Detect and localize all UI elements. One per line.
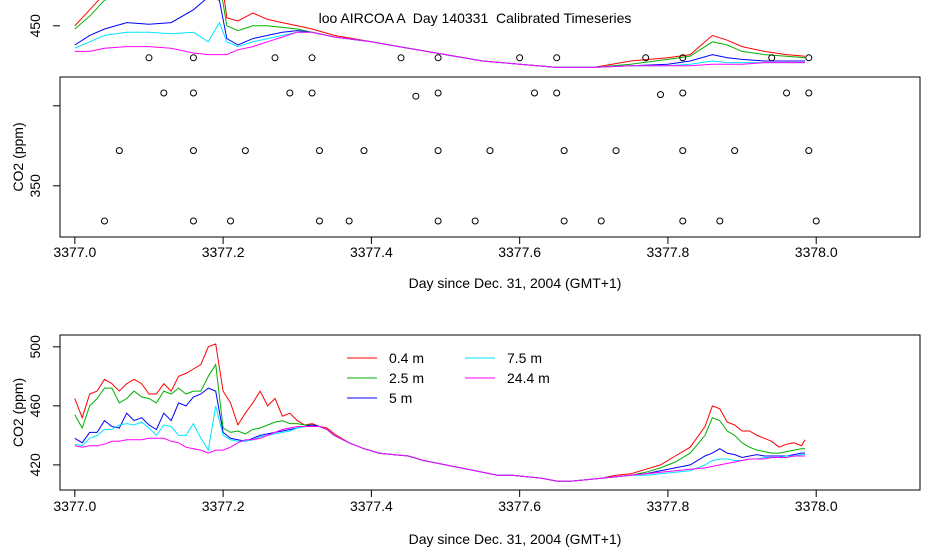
flag-point — [679, 54, 687, 62]
flag-point — [308, 89, 316, 97]
flag-point — [115, 147, 123, 155]
flag-point — [189, 217, 197, 225]
flag-point — [486, 147, 494, 155]
flag-point — [308, 54, 316, 62]
flag-point — [100, 217, 108, 225]
flag-point — [560, 217, 568, 225]
series-line-24-4-m — [74, 426, 806, 482]
flag-point — [434, 217, 442, 225]
legend-label: 2.5 m — [389, 370, 424, 386]
flag-point — [657, 91, 665, 99]
flag-point — [731, 147, 739, 155]
x-tick-label: 3377.2 — [202, 244, 245, 260]
x-tick-label: 3377.4 — [350, 498, 393, 514]
x-tick-label: 3378.0 — [795, 244, 838, 260]
flag-point — [434, 89, 442, 97]
flag-point — [530, 89, 538, 97]
flag-point — [805, 54, 813, 62]
flag-point — [397, 54, 405, 62]
flag-point — [241, 147, 249, 155]
series-line-7-5-m — [74, 405, 806, 482]
flag-point — [716, 217, 724, 225]
y-tick-label: 450 — [27, 14, 43, 38]
flag-point — [783, 89, 791, 97]
chart-panel-1: 3377.0 3377.2 3377.4 3377.6 3377.8 3378.0 Day … — [10, 0, 921, 291]
flag-point — [315, 217, 323, 225]
series-line-5-m — [74, 0, 806, 68]
x-tick-label: 3377.0 — [53, 244, 96, 260]
chart-panel-2: 3377.0 3377.2 3377.4 3377.6 3377.8 3378.0 Day … — [10, 334, 921, 547]
flag-point — [471, 217, 479, 225]
flag-point — [805, 147, 813, 155]
flag-point — [315, 147, 323, 155]
x-axis-label: Day since Dec. 31, 2004 (GMT+1) — [409, 275, 622, 291]
flag-point — [412, 92, 420, 100]
y-axis-label: CO2 (ppm) — [10, 378, 26, 447]
y-axis-label: CO2 (ppm) — [10, 122, 26, 191]
plot-frame — [59, 76, 921, 238]
series-line-0-4-m — [74, 343, 806, 482]
x-tick-label: 3377.4 — [350, 244, 393, 260]
flag-point — [286, 89, 294, 97]
flag-point — [553, 89, 561, 97]
legend-label: 24.4 m — [507, 370, 550, 386]
series-line-2-5-m — [74, 0, 806, 68]
legend-label: 7.5 m — [507, 350, 542, 366]
flag-point — [612, 147, 620, 155]
y-tick-label: 460 — [27, 394, 43, 418]
flag-point — [434, 147, 442, 155]
series-line-24-4-m — [74, 31, 806, 68]
flag-point — [679, 217, 687, 225]
flag-point — [553, 54, 561, 62]
flag-point — [227, 217, 235, 225]
x-tick-label: 3377.6 — [498, 498, 541, 514]
x-tick-label: 3377.0 — [53, 498, 96, 514]
flag-point — [679, 89, 687, 97]
flag-point — [597, 217, 605, 225]
x-axis-label: Day since Dec. 31, 2004 (GMT+1) — [409, 531, 622, 547]
legend-label: 0.4 m — [389, 350, 424, 366]
x-tick-label: 3377.8 — [647, 244, 690, 260]
x-tick-label: 3377.2 — [202, 498, 245, 514]
flag-point — [160, 89, 168, 97]
flag-point — [145, 54, 153, 62]
flag-point — [189, 54, 197, 62]
flag-point — [679, 147, 687, 155]
series-line-5-m — [74, 387, 806, 482]
y-tick-label: 420 — [27, 453, 43, 477]
y-tick-label: 350 — [27, 174, 43, 198]
flag-point — [271, 54, 279, 62]
legend-label: 5 m — [389, 390, 412, 406]
flag-point — [560, 147, 568, 155]
y-tick-label: 500 — [27, 335, 43, 359]
legend: 0.4 m 2.5 m 5 m 7.5 m 24.4 m — [347, 350, 550, 406]
x-tick-label: 3378.0 — [795, 498, 838, 514]
flag-point — [812, 217, 820, 225]
flag-point — [434, 54, 442, 62]
page-title: loo AIRCOA A Day 140331 Calibrated Times… — [318, 10, 632, 26]
x-tick-label: 3377.8 — [647, 498, 690, 514]
flag-point — [642, 54, 650, 62]
flag-point — [345, 217, 353, 225]
x-tick-label: 3377.6 — [498, 244, 541, 260]
flag-point — [516, 54, 524, 62]
series-line-0-4-m — [74, 0, 806, 68]
flag-point — [189, 89, 197, 97]
flag-point — [805, 89, 813, 97]
flag-point — [360, 147, 368, 155]
flag-point — [768, 54, 776, 62]
flag-point — [189, 147, 197, 155]
